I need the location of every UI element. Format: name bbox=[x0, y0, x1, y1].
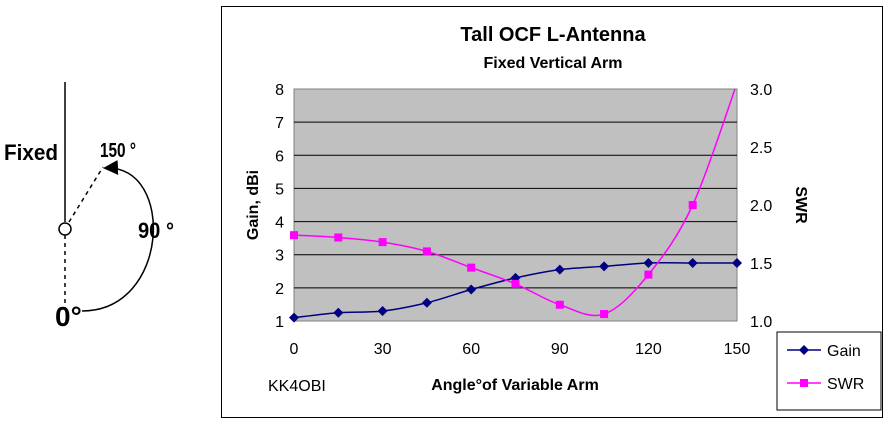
right-axis-ticks: 1.0 1.5 2.0 2.5 3.0 bbox=[750, 82, 772, 331]
y-tick-label: 1 bbox=[275, 314, 284, 331]
swr-point bbox=[644, 270, 653, 279]
y2-tick-label: 1.5 bbox=[750, 256, 772, 273]
chart-subtitle: Fixed Vertical Arm bbox=[483, 55, 622, 72]
arm-150-degree-dashed-line bbox=[68, 166, 104, 223]
y-tick-label: 3 bbox=[275, 248, 284, 265]
angle-0-label: 0° bbox=[55, 301, 82, 332]
gain-point bbox=[421, 297, 432, 308]
x-tick-label: 60 bbox=[462, 341, 480, 358]
swr-point bbox=[688, 201, 697, 209]
legend-swr-label: SWR bbox=[827, 376, 864, 393]
gain-point bbox=[377, 306, 388, 317]
swr-point bbox=[600, 310, 609, 319]
y-tick-label: 5 bbox=[275, 181, 284, 198]
y2-tick-label: 1.0 bbox=[750, 314, 772, 331]
y2-tick-label: 2.0 bbox=[750, 198, 772, 215]
y-tick-label: 8 bbox=[275, 82, 284, 99]
swr-line bbox=[293, 89, 736, 317]
swr-point bbox=[290, 231, 298, 240]
fixed-label: Fixed bbox=[4, 140, 58, 165]
legend: Gain SWR bbox=[776, 331, 882, 411]
x-tick-label: 90 bbox=[551, 341, 569, 358]
gain-point bbox=[643, 258, 654, 268]
swr-point bbox=[467, 263, 476, 272]
rotation-arc-arrow bbox=[81, 160, 155, 312]
x-tick-label: 150 bbox=[724, 341, 751, 358]
y2-axis-title: SWR bbox=[792, 186, 809, 224]
x-tick-label: 0 bbox=[290, 341, 299, 358]
legend-gain-label: Gain bbox=[827, 343, 861, 360]
gain-point bbox=[466, 284, 477, 295]
chart-title: Tall OCF L-Antenna bbox=[460, 24, 646, 46]
x-axis-ticks: 0 30 60 90 120 150 bbox=[290, 341, 751, 358]
y-tick-label: 2 bbox=[275, 281, 284, 298]
gain-point bbox=[289, 312, 299, 323]
angle-150-label: 150 ° bbox=[100, 140, 136, 162]
antenna-diagram: Fixed 150 ° 90 ° 0° bbox=[4, 82, 174, 332]
y-tick-label: 4 bbox=[275, 215, 284, 232]
credit-label: KK4OBI bbox=[268, 378, 326, 395]
gain-point bbox=[599, 261, 610, 272]
swr-point bbox=[334, 233, 343, 242]
gain-point bbox=[687, 258, 698, 268]
swr-point bbox=[422, 247, 431, 256]
y-axis-title: Gain, dBi bbox=[245, 170, 262, 240]
gain-point bbox=[732, 258, 742, 268]
gain-series bbox=[289, 258, 742, 323]
x-axis-title: Angle°of Variable Arm bbox=[431, 377, 599, 394]
x-tick-label: 120 bbox=[635, 341, 662, 358]
y2-tick-label: 2.5 bbox=[750, 140, 772, 157]
angle-90-label: 90 ° bbox=[138, 218, 174, 243]
y-tick-label: 7 bbox=[275, 115, 284, 132]
legend-swr-marker bbox=[800, 379, 808, 387]
swr-point bbox=[511, 279, 520, 288]
y2-tick-label: 3.0 bbox=[750, 82, 772, 99]
left-axis-ticks: 1 2 3 4 5 6 7 8 bbox=[275, 82, 284, 331]
swr-point bbox=[378, 238, 387, 247]
x-tick-label: 30 bbox=[374, 341, 392, 358]
gain-point bbox=[333, 307, 344, 318]
swr-series bbox=[290, 89, 736, 319]
swr-point bbox=[555, 300, 564, 309]
gain-point bbox=[554, 264, 565, 275]
y-tick-label: 6 bbox=[275, 148, 284, 165]
legend-gain-marker bbox=[799, 345, 809, 355]
